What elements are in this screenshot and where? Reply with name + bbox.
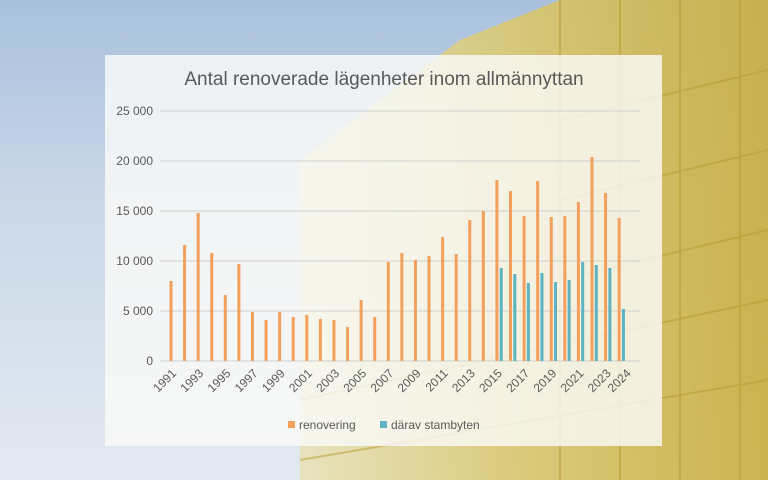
bar-stambyten-2022 bbox=[594, 265, 598, 361]
bar-renovering-2023 bbox=[604, 193, 608, 361]
bar-stambyten-2015 bbox=[499, 268, 503, 361]
x-tick-label: 2001 bbox=[286, 366, 315, 395]
x-tick-label: 1991 bbox=[150, 366, 179, 395]
y-tick-label: 5 000 bbox=[123, 304, 153, 318]
bar-renovering-2011 bbox=[441, 237, 445, 361]
bar-renovering-2014 bbox=[481, 211, 485, 361]
bar-stambyten-2020 bbox=[567, 280, 571, 361]
bar-renovering-2002 bbox=[318, 319, 322, 361]
bar-stambyten-2023 bbox=[608, 268, 612, 361]
bar-renovering-1998 bbox=[264, 320, 268, 361]
bar-renovering-1994 bbox=[210, 253, 214, 361]
bar-renovering-2008 bbox=[400, 253, 404, 361]
x-tick-label: 1995 bbox=[205, 366, 234, 395]
bar-renovering-2021 bbox=[576, 202, 580, 361]
x-tick-label: 2011 bbox=[423, 366, 451, 394]
bar-renovering-2012 bbox=[454, 254, 458, 361]
bar-renovering-2020 bbox=[563, 216, 567, 361]
bar-stambyten-2019 bbox=[554, 282, 558, 361]
x-tick-label: 2019 bbox=[531, 366, 560, 395]
bar-renovering-2007 bbox=[386, 262, 390, 361]
bar-renovering-2019 bbox=[549, 217, 553, 361]
bar-renovering-2015 bbox=[495, 180, 499, 361]
x-tick-label: 2015 bbox=[476, 366, 505, 395]
legend-label-stambyten: därav stambyten bbox=[391, 418, 480, 432]
bar-renovering-1995 bbox=[223, 295, 227, 361]
bar-renovering-2017 bbox=[522, 216, 526, 361]
x-tick-label: 1993 bbox=[177, 366, 206, 395]
y-tick-label: 0 bbox=[146, 354, 153, 368]
bar-renovering-2018 bbox=[536, 181, 540, 361]
legend: renovering därav stambyten bbox=[288, 418, 480, 432]
bar-renovering-1997 bbox=[250, 312, 254, 361]
x-tick-label: 1999 bbox=[259, 366, 288, 395]
bar-stambyten-2018 bbox=[540, 273, 544, 361]
bar-renovering-2024 bbox=[617, 218, 621, 361]
bar-renovering-2010 bbox=[427, 256, 431, 361]
y-tick-label: 15 000 bbox=[116, 204, 153, 218]
x-tick-label: 2017 bbox=[503, 366, 532, 395]
bar-renovering-2003 bbox=[332, 320, 336, 361]
bar-renovering-2006 bbox=[373, 317, 377, 361]
bar-stambyten-2017 bbox=[526, 283, 530, 361]
x-tick-label: 2013 bbox=[449, 366, 478, 395]
bar-renovering-2004 bbox=[346, 327, 350, 361]
y-tick-label: 25 000 bbox=[116, 104, 153, 118]
bar-renovering-2022 bbox=[590, 157, 594, 361]
legend-swatch-stambyten bbox=[380, 421, 387, 428]
y-tick-label: 20 000 bbox=[116, 154, 153, 168]
chart-title: Antal renoverade lägenheter inom allmänn… bbox=[184, 69, 583, 90]
bar-renovering-1996 bbox=[237, 264, 241, 361]
y-tick-label: 10 000 bbox=[116, 254, 153, 268]
bar-renovering-1993 bbox=[196, 213, 200, 361]
x-tick-label: 2005 bbox=[340, 366, 369, 395]
x-tick-label: 1997 bbox=[232, 366, 261, 395]
x-tick-label: 2003 bbox=[313, 366, 342, 395]
legend-swatch-renovering bbox=[288, 421, 295, 428]
x-tick-label: 2007 bbox=[368, 366, 397, 395]
bar-renovering-1999 bbox=[278, 312, 282, 361]
bar-renovering-2001 bbox=[305, 315, 309, 361]
bar-renovering-2013 bbox=[468, 220, 472, 361]
bar-stambyten-2016 bbox=[513, 274, 517, 361]
bar-renovering-2016 bbox=[509, 191, 512, 361]
bar-stambyten-2021 bbox=[581, 262, 585, 361]
bar-renovering-2000 bbox=[291, 317, 295, 361]
x-tick-label: 2009 bbox=[395, 366, 424, 395]
bar-renovering-2005 bbox=[359, 300, 363, 361]
bar-stambyten-2024 bbox=[621, 309, 625, 361]
bar-renovering-1991 bbox=[169, 281, 173, 361]
bar-renovering-1992 bbox=[183, 245, 187, 361]
x-tick-label: 2021 bbox=[558, 366, 587, 395]
bar-renovering-2009 bbox=[413, 260, 417, 361]
x-tick-label: 2024 bbox=[605, 366, 634, 395]
legend-label-renovering: renovering bbox=[299, 418, 356, 432]
